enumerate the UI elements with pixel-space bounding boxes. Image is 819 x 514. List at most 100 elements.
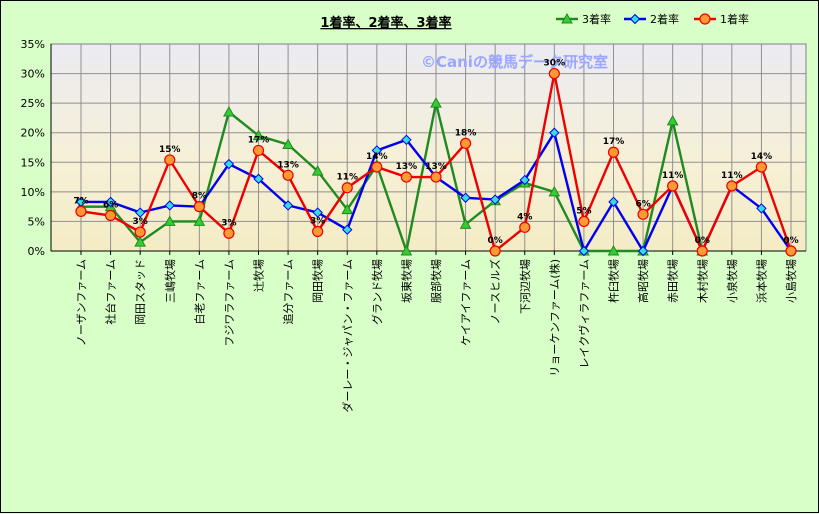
y-tick-label: 0%	[28, 245, 45, 258]
data-point	[105, 196, 116, 208]
data-point	[549, 127, 560, 138]
legend-marker	[699, 13, 711, 25]
data-label: 17%	[248, 135, 270, 145]
data-point	[104, 209, 117, 222]
data-point	[401, 134, 412, 146]
data-point	[252, 144, 265, 157]
data-label: 0%	[488, 236, 503, 246]
data-point	[193, 201, 205, 213]
data-point	[400, 244, 413, 256]
series-3	[75, 67, 797, 257]
data-point	[341, 203, 354, 215]
data-point	[312, 225, 324, 238]
data-point	[756, 203, 767, 214]
y-tick-label: 30%	[21, 68, 45, 81]
x-tick-label: 白老ファーム	[192, 259, 206, 325]
data-point	[785, 245, 797, 257]
data-label: 5%	[576, 206, 591, 216]
data-point	[666, 114, 679, 126]
data-point	[459, 137, 472, 149]
legend-label: 2着率	[650, 12, 679, 26]
legend-label: 3着率	[582, 12, 611, 26]
data-label: 11%	[662, 171, 684, 181]
data-point	[164, 200, 175, 211]
x-tick-label: ノーザンファーム	[75, 259, 88, 346]
data-point	[667, 180, 679, 192]
x-tick-label: 岡田牧場	[311, 259, 325, 303]
data-point	[726, 180, 738, 192]
data-point	[637, 245, 649, 257]
y-tick-label: 35%	[21, 38, 45, 51]
data-label: 6%	[635, 199, 650, 209]
data-point	[282, 200, 294, 211]
x-tick-label: 木村牧場	[695, 259, 709, 303]
data-label: 3%	[310, 216, 325, 226]
legend-label: 1着率	[720, 12, 749, 26]
data-point	[548, 185, 561, 197]
data-label: 13%	[396, 162, 418, 172]
data-point	[134, 207, 146, 218]
data-point	[755, 161, 768, 173]
y-tick-label: 25%	[21, 97, 45, 110]
data-point	[253, 173, 264, 185]
data-point	[371, 161, 383, 173]
y-axis: 0% 5% 10% 15% 20% 25% 30% 35%	[21, 38, 52, 258]
data-point	[252, 129, 265, 141]
data-label: 11%	[721, 171, 743, 181]
data-point	[282, 169, 294, 181]
legend-marker	[629, 13, 641, 25]
y-tick-label: 15%	[21, 156, 45, 169]
x-tick-label: ノースヒルズ	[488, 259, 502, 324]
x-tick-label: 三嶋牧場	[163, 259, 177, 303]
data-point	[489, 194, 501, 205]
data-point	[400, 171, 413, 183]
data-label: 14%	[366, 152, 388, 162]
x-tick-label: ダーレー・ジャパン・ファーム	[340, 259, 354, 413]
data-point	[607, 146, 620, 158]
data-label: 18%	[455, 128, 477, 138]
data-label: 3%	[133, 217, 148, 227]
y-tick-label: 5%	[28, 215, 45, 228]
data-point	[341, 182, 353, 194]
data-point	[134, 236, 147, 247]
data-point	[163, 215, 176, 226]
data-label: 17%	[603, 137, 625, 147]
x-tick-label: 追分ファーム	[281, 259, 295, 325]
data-point	[607, 244, 620, 256]
data-label: 7%	[73, 196, 88, 206]
data-labels: 7% 6% 3% 15% 8% 3% 17% 13% 3% 11% 14% 13% 13% 18% 0% 4%…	[73, 59, 798, 246]
watermark: ©Caniの競馬データ研究室	[421, 53, 608, 71]
data-label: 4%	[517, 212, 532, 222]
x-tick-label: リョーケンファーム(株)	[547, 259, 561, 377]
x-tick-label: ケイアイファーム	[460, 259, 473, 346]
data-point	[578, 245, 590, 257]
y-tick-label: 20%	[21, 127, 45, 140]
data-point	[637, 208, 649, 220]
data-label: 0%	[783, 236, 798, 246]
data-point	[519, 221, 531, 233]
x-tick-label: フジワラファーム	[223, 259, 236, 347]
data-point	[282, 138, 294, 150]
x-tick-label: 小泉牧場	[725, 259, 739, 303]
data-point	[371, 145, 383, 156]
legend: 3着率 2着率 1着率	[556, 12, 749, 26]
data-label: 3%	[221, 218, 236, 228]
y-tick-label: 10%	[21, 186, 45, 199]
data-point	[489, 245, 501, 257]
data-point	[223, 227, 235, 239]
data-point	[223, 158, 235, 170]
data-label: 15%	[159, 145, 181, 155]
data-point	[519, 174, 530, 186]
data-point	[75, 205, 87, 217]
data-point	[223, 105, 235, 117]
chart-title: 1着率、2着率、3着率	[320, 15, 451, 31]
x-tick-label: 下河辺牧場	[518, 259, 532, 314]
x-tick-label: 小島牧場	[784, 259, 798, 303]
data-point	[311, 165, 324, 176]
x-tick-label: 社台ファーム	[104, 259, 118, 325]
data-label: 13%	[277, 160, 299, 170]
data-point	[164, 154, 176, 166]
series-line	[81, 102, 704, 256]
x-tick-label: 浜本牧場	[754, 259, 768, 303]
